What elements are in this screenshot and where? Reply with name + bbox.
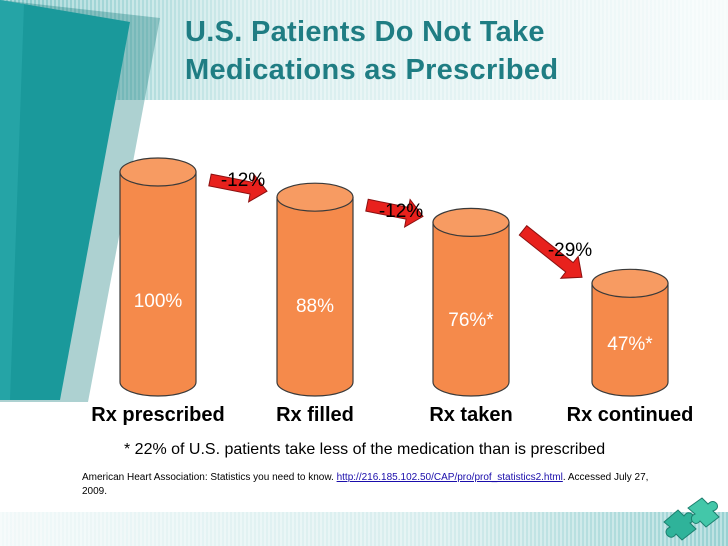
value-label: 100% <box>134 291 183 312</box>
category-label: Rx prescribed <box>91 404 224 426</box>
cylinder-body <box>119 171 197 397</box>
citation-prefix: American Heart Association: Statistics y… <box>82 472 337 483</box>
value-label: 88% <box>296 296 334 317</box>
footer-band-stripes <box>0 512 728 546</box>
cylinder-top <box>591 268 669 298</box>
cylinder-top <box>276 182 354 212</box>
category-label: Rx filled <box>276 404 354 426</box>
citation: American Heart Association: Statistics y… <box>82 471 672 499</box>
change-label: -29% <box>548 240 592 261</box>
cylinder-body <box>432 221 510 397</box>
cylinder-top <box>119 157 197 187</box>
page-title-line-2: Medications as Prescribed <box>185 54 559 86</box>
footnote: * 22% of U.S. patients take less of the … <box>124 441 606 458</box>
change-arrow <box>365 198 424 228</box>
change-arrow <box>518 224 583 279</box>
change-label: -12% <box>379 201 423 222</box>
cylinder-top <box>432 207 510 237</box>
left-wedge-highlight <box>0 0 24 400</box>
value-label: 76%* <box>448 310 494 331</box>
cylinder-body <box>276 196 354 397</box>
change-arrow <box>208 173 268 203</box>
change-label: -12% <box>221 170 265 191</box>
citation-suffix: . Accessed July 27, 2009. <box>82 472 649 497</box>
category-label: Rx taken <box>429 404 512 426</box>
citation-link[interactable]: http://216.185.102.50/CAP/pro/prof_stati… <box>336 472 563 483</box>
cylinder-body <box>591 282 669 397</box>
page-title-line-1: U.S. Patients Do Not Take <box>185 16 545 48</box>
puzzle-pieces-icon <box>663 497 720 541</box>
left-wedge <box>0 0 130 400</box>
category-label: Rx continued <box>567 404 694 426</box>
value-label: 47%* <box>607 334 653 355</box>
